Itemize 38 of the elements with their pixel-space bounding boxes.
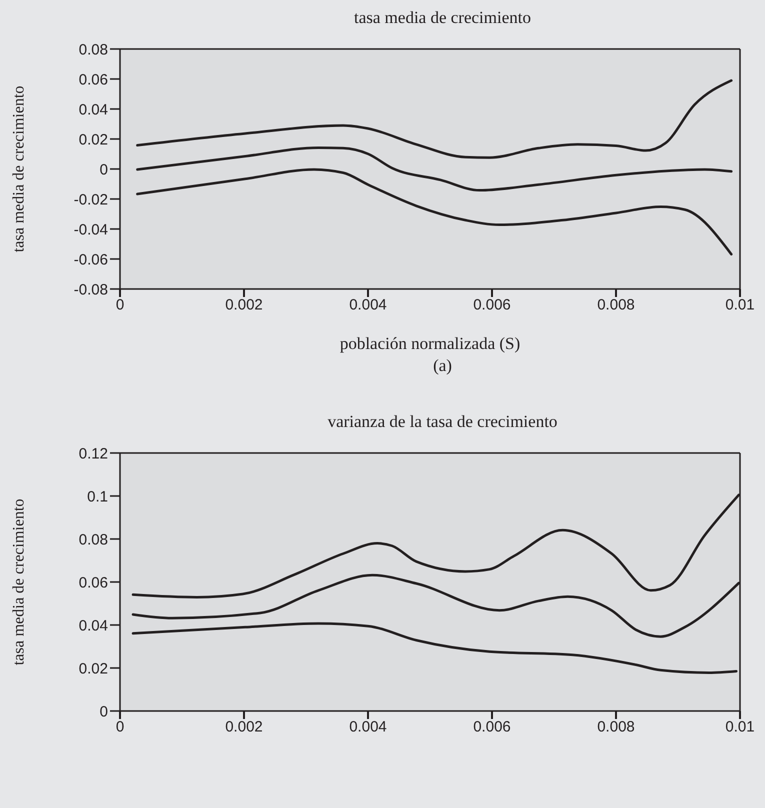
x-tick-label: 0.006 (473, 718, 511, 736)
y-tick-label: 0.06 (78, 574, 108, 592)
y-tick-label: -0.02 (74, 191, 108, 208)
y-tick-label: 0.02 (78, 660, 108, 678)
x-tick-label: 0.008 (597, 296, 635, 314)
x-axis-title: población normalizada (S) (340, 334, 520, 353)
y-tick-label: 0.1 (87, 488, 108, 506)
y-tick-label: 0 (100, 703, 108, 720)
y-tick-label: -0.06 (74, 251, 108, 268)
y-tick-label: -0.04 (74, 221, 108, 238)
x-tick-label: 0.006 (473, 296, 511, 314)
y-tick-label: 0.04 (78, 617, 108, 634)
y-axis-title: tasa media de crecimiento (10, 86, 28, 252)
line-series (132, 622, 738, 674)
chart-title: tasa media de crecimiento (353, 7, 532, 29)
x-tick-label: 0.004 (349, 296, 387, 314)
y-axis-title: tasa media de crecimiento (10, 498, 28, 666)
y-tick-label: 0.04 (78, 101, 108, 118)
x-tick-label: 0.01 (725, 718, 755, 736)
x-tick-label: 0.002 (225, 296, 263, 314)
y-tick-label: 0.08 (78, 41, 108, 58)
line-series (136, 79, 733, 159)
text: (a) (432, 356, 453, 376)
y-tick-label: 0.02 (78, 131, 108, 148)
line-series (136, 146, 733, 192)
y-tick-label: 0.08 (78, 531, 108, 548)
x-tick-label: 0 (116, 718, 124, 736)
chart-title: varianza de la tasa de crecimiento (326, 411, 558, 433)
y-tick-label: 0.06 (78, 71, 108, 88)
y-tick-label: -0.08 (74, 281, 108, 298)
x-tick-label: 0.01 (725, 296, 755, 314)
y-tick-label: 0.12 (78, 445, 108, 462)
x-tick-label: 0.002 (225, 718, 263, 736)
y-tick-label: 0 (100, 161, 108, 178)
x-tick-label: 0.008 (597, 718, 635, 736)
line-series (136, 168, 733, 256)
x-tick-label: 0.004 (349, 718, 387, 736)
x-tick-label: 0 (116, 296, 124, 314)
